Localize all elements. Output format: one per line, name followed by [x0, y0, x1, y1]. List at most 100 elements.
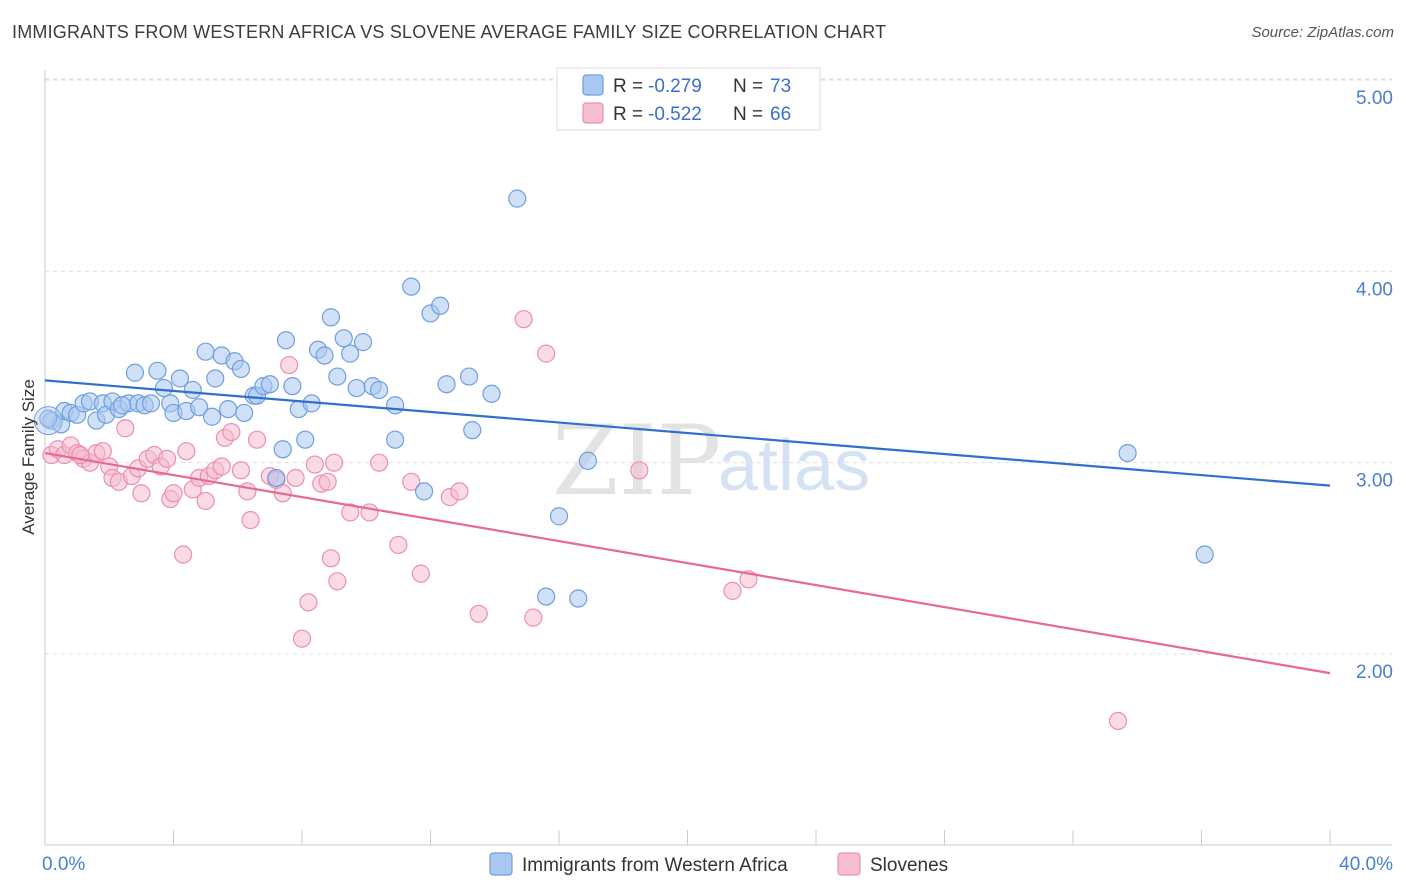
slovenes-point [164, 484, 183, 503]
slovenes-point [231, 461, 251, 480]
slovenes-point [537, 344, 556, 363]
western-africa-point [125, 363, 145, 382]
western-africa-point [260, 375, 279, 394]
western-africa-point [39, 409, 58, 428]
slovenes-point [286, 468, 305, 488]
slovenes-point [1108, 711, 1128, 731]
slovenes-point [318, 472, 337, 491]
slovenes-point [238, 482, 257, 501]
western-africa-point [328, 367, 347, 386]
western-africa-point [549, 507, 569, 526]
slovenes-point [247, 430, 267, 449]
chart-title: IMMIGRANTS FROM WESTERN AFRICA VS SLOVEN… [12, 22, 887, 42]
western-africa-points [33, 189, 1214, 608]
western-africa-point [283, 377, 302, 396]
x-ticks [44, 830, 1331, 845]
slovenes-point [360, 503, 379, 522]
western-africa-point [334, 329, 353, 348]
western-africa-point [437, 375, 456, 394]
x-tick-label-max: 40.0% [1339, 854, 1393, 875]
slovenes-points [42, 310, 1128, 731]
western-africa-point [1195, 545, 1214, 564]
slovenes-point [196, 491, 215, 511]
western-africa-point [578, 451, 598, 470]
western-africa-point [141, 394, 161, 413]
western-africa-point [202, 407, 222, 426]
western-africa-point [459, 367, 479, 386]
slovenes-point [280, 355, 299, 375]
western-africa-point [386, 396, 405, 415]
western-africa-point [431, 296, 450, 315]
western-africa-point [508, 189, 527, 208]
y-tick-label: 3.00 [1356, 471, 1393, 492]
y-tick-labels: 2.00 3.00 4.00 5.00 [1356, 88, 1393, 683]
western-africa-point [148, 361, 167, 380]
series-legend: Immigrants from Western Africa Slovenes [489, 852, 948, 876]
slovenes-point [222, 422, 241, 442]
western-africa-point [482, 384, 501, 403]
western-africa-point [1118, 444, 1137, 463]
slovenes-point [723, 581, 742, 600]
slovenes-point [630, 461, 649, 480]
western-africa-point [154, 378, 173, 398]
y-tick-label: 4.00 [1356, 279, 1393, 300]
western-africa-point [321, 308, 341, 327]
western-africa-point [276, 331, 296, 350]
legend-swatch-pink [582, 102, 604, 124]
slovenes-point [469, 604, 488, 623]
slovenes-point [299, 593, 318, 612]
slovenes-point [370, 453, 389, 472]
bottom-legend-swatch-blue [489, 852, 513, 876]
slovenes-point [93, 442, 112, 461]
source-label: Source: ZipAtlas.com [1251, 24, 1394, 41]
western-africa-point [219, 399, 238, 419]
western-africa-point [273, 440, 292, 459]
y-tick-label: 2.00 [1356, 662, 1393, 683]
western-africa-point [112, 396, 132, 415]
y-tick-label: 5.00 [1356, 88, 1393, 109]
legend-n-value-pink: 66 [770, 104, 791, 125]
western-africa-point [170, 369, 190, 388]
western-africa-trend-line [44, 379, 1331, 487]
y-axis-title: Average Family Size [19, 379, 38, 535]
western-africa-point [402, 277, 421, 296]
legend-swatch-blue [582, 74, 604, 96]
western-africa-point [267, 468, 286, 488]
slovenes-point [241, 510, 260, 530]
legend-r-value-pink: -0.522 [648, 104, 702, 125]
bottom-legend-label-blue: Immigrants from Western Africa [522, 855, 788, 876]
slovenes-point [514, 310, 533, 329]
slovenes-point [341, 503, 360, 522]
slovenes-point [132, 484, 151, 503]
western-africa-point [196, 342, 215, 361]
western-africa-point [190, 398, 209, 417]
slovenes-point [212, 457, 231, 476]
slovenes-point [411, 564, 430, 583]
slovenes-point [174, 545, 193, 564]
western-africa-point [183, 380, 202, 400]
western-africa-point [569, 589, 588, 608]
western-africa-point [231, 359, 251, 379]
slovenes-point [328, 572, 347, 591]
slovenes-point [325, 453, 344, 472]
western-africa-point [386, 430, 405, 449]
slovenes-trend-line [44, 452, 1331, 675]
western-africa-point [341, 344, 360, 363]
western-africa-point [463, 421, 482, 440]
western-africa-point [206, 369, 225, 388]
legend-n-label-pink: N = [733, 104, 763, 125]
slovenes-point [116, 419, 135, 438]
western-africa-point [347, 378, 366, 398]
slovenes-point [305, 455, 324, 474]
western-africa-point [414, 482, 434, 501]
slovenes-point [157, 449, 177, 468]
slovenes-point [389, 535, 408, 555]
x-tick-label-min: 0.0% [42, 854, 85, 875]
legend-r-label-blue: R = [613, 76, 643, 97]
bottom-legend-label-pink: Slovenes [870, 855, 948, 876]
slovenes-point [450, 482, 469, 501]
legend-r-label-pink: R = [613, 104, 643, 125]
western-africa-point [315, 346, 334, 365]
slovenes-point [402, 472, 421, 491]
